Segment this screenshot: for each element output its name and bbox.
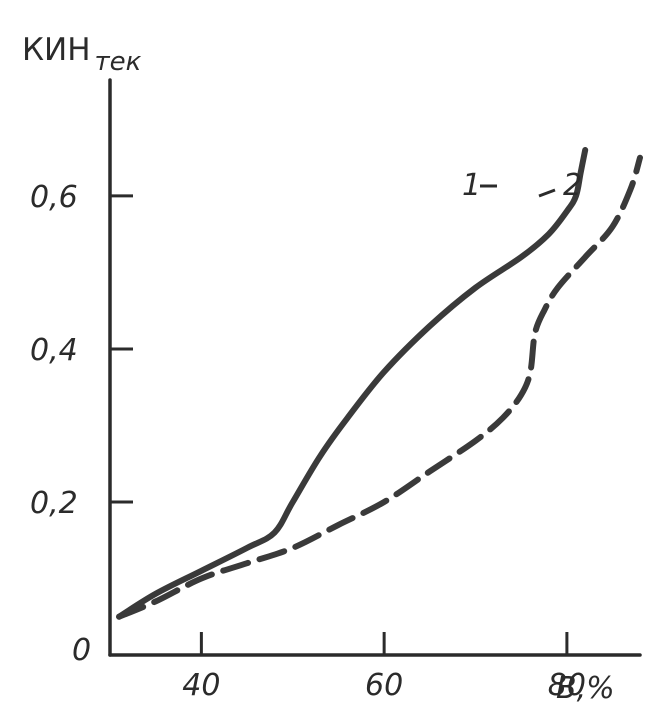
x-axis-title: B,%	[556, 671, 615, 702]
x-axis-title-unit: ,%	[577, 671, 615, 702]
y-tick-label: 0,6	[30, 180, 78, 215]
series-2-line	[116, 154, 643, 620]
y-axis-title-sub: тек	[95, 47, 142, 77]
series-1-line	[116, 147, 589, 620]
x-tick-label: 60	[365, 668, 403, 702]
series-2-label: 2	[563, 168, 582, 203]
y-axis-title: КИН тек	[22, 32, 142, 77]
x-tick-label: 80	[548, 668, 586, 702]
x-tick-label: 40	[182, 668, 220, 702]
series-2-leader	[538, 188, 556, 198]
y-axis-title-main: КИН	[22, 32, 91, 68]
series-1-label: 1	[462, 168, 481, 203]
y-tick-label: 0,4	[30, 333, 78, 368]
x-axis-title-main: B	[556, 671, 577, 702]
x-ticks: 40 60 80	[182, 632, 586, 702]
origin-label: 0	[72, 633, 91, 668]
y-tick-label: 0,2	[30, 486, 78, 521]
y-ticks: 0,2 0,4 0,6	[30, 180, 133, 521]
